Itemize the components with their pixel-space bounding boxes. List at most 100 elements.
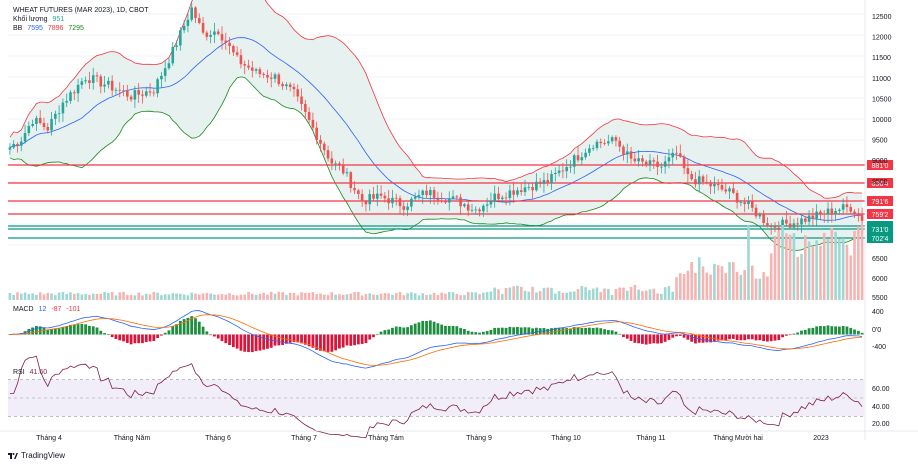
candle-body [830, 208, 834, 214]
macd-histogram-bar [122, 334, 125, 342]
candle-body [504, 197, 508, 199]
candle-body [243, 64, 247, 66]
macd-histogram-bar [224, 334, 228, 344]
price-level-tag [867, 233, 893, 243]
candle-body [175, 45, 178, 47]
macd-histogram-bar [61, 326, 65, 335]
macd-histogram-bar [250, 334, 254, 353]
macd-histogram-bar [766, 334, 769, 342]
candle-body [663, 161, 667, 167]
macd-histogram-bar [345, 334, 349, 346]
macd-histogram-bar [398, 326, 402, 335]
macd-histogram-bar [834, 326, 837, 335]
macd-histogram-bar [712, 334, 716, 342]
price-level-label: 881'0 [872, 163, 889, 170]
macd-histogram-bar [788, 334, 792, 336]
rsi-pane [8, 355, 864, 439]
candle-body [625, 151, 629, 155]
macd-histogram-bar [231, 334, 235, 348]
macd-histogram-bar [500, 327, 504, 335]
candle-body [398, 198, 402, 207]
macd-histogram-bar [516, 327, 519, 335]
volume-bar [815, 240, 818, 300]
price-tick-label: 9500 [872, 138, 888, 145]
time-tick-label: Tháng 11 [636, 435, 665, 442]
candle-body [474, 209, 478, 211]
candle-body [84, 80, 87, 82]
volume-bar [84, 293, 87, 300]
volume-bar [660, 293, 663, 300]
macd-histogram-bar [648, 334, 652, 344]
candle-body [99, 76, 103, 87]
macd-histogram-bar [35, 325, 38, 335]
candle-body [489, 201, 493, 205]
volume-bar [285, 295, 288, 300]
macd-histogram-bar [235, 334, 239, 349]
candle-body [110, 80, 114, 91]
macd-histogram-bar [110, 334, 114, 338]
macd-histogram-bar [671, 334, 675, 338]
price-tick-label: 12000 [872, 35, 892, 42]
volume-bar [470, 292, 474, 300]
macd-histogram-bar [194, 318, 197, 335]
macd-histogram-bar [542, 328, 546, 335]
time-tick-label: 2023 [813, 435, 829, 442]
macd-histogram-bar [841, 326, 845, 335]
candle-body [197, 18, 201, 23]
volume-bar [239, 294, 243, 300]
candle-body [353, 187, 356, 191]
macd-histogram-bar [137, 334, 141, 344]
tradingview-logo[interactable]: TradingView [8, 451, 65, 460]
candle-body [459, 197, 462, 207]
volume-bar [163, 294, 167, 300]
macd-histogram-bar [758, 334, 762, 341]
price-level-label: 836'4 [872, 181, 889, 188]
macd-histogram-bar [133, 334, 137, 344]
candle-body [247, 65, 250, 68]
volume-bar [622, 287, 625, 300]
candle-body [232, 46, 235, 53]
volume-bar [330, 292, 334, 300]
candle-body [251, 67, 254, 71]
candle-body [667, 157, 671, 162]
candle-body [455, 196, 459, 198]
macd-histogram-bar [822, 326, 826, 335]
macd-histogram-bar [148, 334, 152, 342]
macd-histogram-bar [178, 320, 182, 335]
candle-body [171, 46, 175, 64]
candle-body [216, 31, 220, 35]
volume-bar [156, 292, 159, 300]
volume-bar [220, 294, 224, 300]
macd-value-1: 12 [38, 306, 47, 313]
rsi-line [9, 355, 863, 439]
macd-histogram-bar [546, 328, 550, 335]
candle-body [482, 205, 485, 212]
macd-histogram-bar [197, 321, 201, 335]
symbol-title[interactable]: WHEAT FUTURES (MAR 2023), 1D, CBOT [13, 7, 149, 14]
volume-bar [561, 292, 565, 300]
candle-body [429, 189, 432, 196]
macd-histogram-bar [807, 328, 811, 335]
candle-body [853, 211, 856, 215]
macd-histogram-bar [50, 329, 53, 335]
bb-legend: BB 7595 7896 7295 [13, 25, 87, 32]
volume-bar [387, 293, 390, 300]
rsi-tick-label: 20.00 [872, 421, 890, 428]
volume-bar [807, 241, 811, 300]
candle-body [296, 89, 300, 97]
macd-histogram-bar [27, 328, 31, 335]
volume-bar [258, 293, 262, 300]
volume-bar [652, 288, 656, 300]
candle-body [701, 176, 705, 182]
macd-histogram-bar [686, 334, 690, 340]
candle-body [122, 90, 125, 92]
candle-body [372, 194, 375, 199]
macd-histogram-bar [326, 334, 330, 352]
volume-bar [516, 285, 519, 300]
volume-bar [232, 294, 235, 300]
volume-bar [311, 292, 315, 300]
candle-body [508, 190, 512, 199]
volume-bar [629, 286, 633, 300]
bb-basis-line [9, 37, 863, 221]
